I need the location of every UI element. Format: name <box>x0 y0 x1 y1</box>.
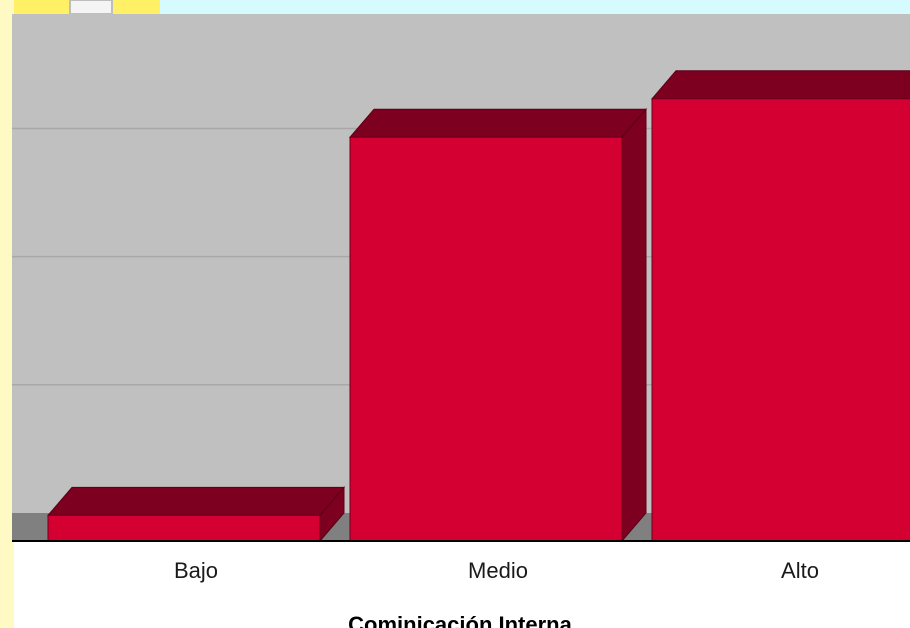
x-axis-title: Cominicación Interna <box>348 612 572 628</box>
bar-side-face <box>621 107 647 543</box>
x-tick-label-alto: Alto <box>781 558 819 583</box>
x-tick-labels: Bajo Medio Alto <box>174 558 819 583</box>
bar-bajo <box>46 486 346 543</box>
bar-front-face <box>349 136 623 542</box>
banner-logo-shape <box>69 0 113 15</box>
banner-yellow-left-strip <box>0 0 14 628</box>
bars <box>46 70 910 543</box>
bar-top-face <box>650 70 910 100</box>
bar-front-face <box>47 514 321 542</box>
banner-cyan-band <box>160 0 910 14</box>
bar-medio <box>348 107 648 543</box>
bar-top-face <box>348 108 648 138</box>
bar-alto <box>650 70 910 542</box>
x-tick-label-medio: Medio <box>468 558 528 583</box>
bar-top-face <box>46 486 346 516</box>
bar-front-face <box>651 98 910 542</box>
x-tick-label-bajo: Bajo <box>174 558 218 583</box>
